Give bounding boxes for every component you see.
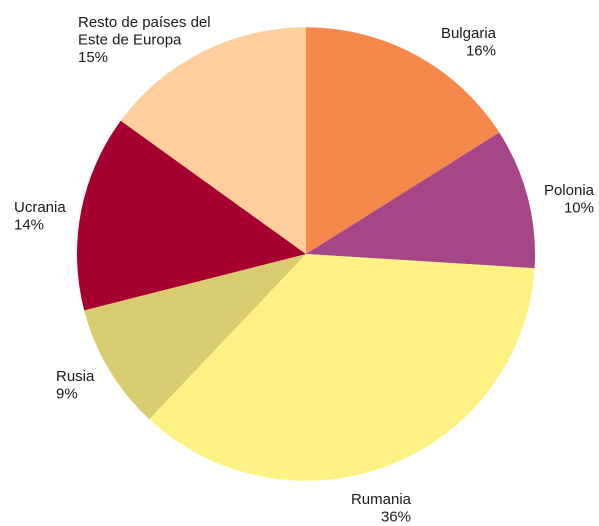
slice-percent: 10% xyxy=(564,200,594,217)
slice-percent: 36% xyxy=(381,509,411,526)
slice-percent: 9% xyxy=(56,386,78,403)
slice-name: Rumania xyxy=(351,491,412,508)
slice-name: Este de Europa xyxy=(78,32,182,49)
slice-label-1: Bulgaria 16% xyxy=(441,25,497,60)
slice-label-5: Ucrania 14% xyxy=(14,199,66,234)
slice-name: Resto de países del xyxy=(78,14,211,31)
slice-label-6: Resto de países del Este de Europa 15% xyxy=(78,14,211,66)
slice-name: Ucrania xyxy=(14,199,66,216)
slice-label-2: Polonia 10% xyxy=(544,182,595,217)
slice-name: Bulgaria xyxy=(441,25,497,42)
slice-name: Polonia xyxy=(544,182,595,199)
pie-slice-1 xyxy=(306,27,500,254)
pie-slice-2 xyxy=(306,132,536,269)
slice-label-4: Rusia 9% xyxy=(56,368,95,403)
slice-percent: 14% xyxy=(14,217,44,234)
pie-slices xyxy=(76,27,536,481)
pie-slice-3 xyxy=(149,254,535,481)
slice-percent: 15% xyxy=(78,49,108,66)
pie-labels: Bulgaria 16% Polonia 10% Rumania 36% Rusia 9% Uc… xyxy=(14,14,595,526)
pie-slice-4 xyxy=(84,254,306,420)
pie-slice-5 xyxy=(76,120,306,311)
slice-name: Rusia xyxy=(56,368,95,385)
slice-percent: 16% xyxy=(466,43,496,60)
slice-label-3: Rumania 36% xyxy=(351,491,412,526)
pie-slice-6 xyxy=(120,27,307,254)
